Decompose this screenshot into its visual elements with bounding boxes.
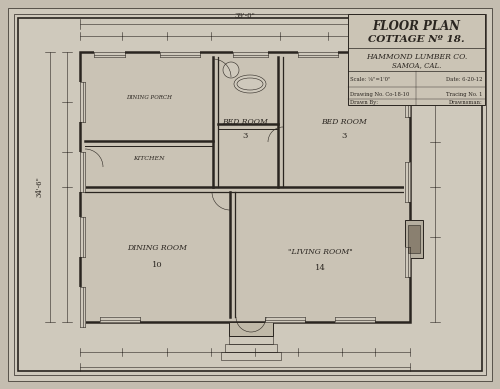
Circle shape — [223, 62, 239, 78]
Text: Tracing No. 1: Tracing No. 1 — [446, 91, 482, 96]
Bar — [350, 51, 385, 58]
Text: BED ROOM: BED ROOM — [222, 118, 268, 126]
Bar — [233, 51, 268, 58]
Text: Drawnsman:: Drawnsman: — [448, 100, 482, 105]
Text: Date: 6-20-12: Date: 6-20-12 — [446, 77, 482, 82]
Text: Drawing No. Co-18-10: Drawing No. Co-18-10 — [350, 91, 410, 96]
Text: Drawn By:: Drawn By: — [350, 100, 378, 105]
Bar — [335, 316, 375, 323]
Bar — [79, 287, 86, 327]
Bar — [404, 247, 411, 277]
Text: 39'-0": 39'-0" — [234, 12, 256, 20]
Text: 10: 10 — [152, 261, 162, 269]
Text: HAMMOND LUMBER CO.: HAMMOND LUMBER CO. — [366, 53, 467, 61]
Text: 3: 3 — [342, 132, 346, 140]
Text: "LIVING ROOM": "LIVING ROOM" — [288, 248, 352, 256]
Bar — [298, 51, 338, 58]
Bar — [94, 51, 125, 58]
Text: SAMOA, CAL.: SAMOA, CAL. — [392, 61, 441, 69]
Bar — [160, 51, 200, 58]
Text: DINING PORCH: DINING PORCH — [126, 95, 172, 100]
Text: COTTAGE Nº 18.: COTTAGE Nº 18. — [368, 35, 464, 44]
Text: 3: 3 — [242, 132, 248, 140]
Text: Scale: ⅛"=1'0": Scale: ⅛"=1'0" — [350, 77, 391, 82]
Text: KITCHEN: KITCHEN — [133, 156, 165, 161]
Bar — [225, 344, 277, 352]
Bar — [79, 152, 86, 192]
Bar — [405, 220, 423, 258]
Ellipse shape — [234, 75, 266, 93]
Bar — [79, 82, 86, 122]
Bar — [265, 316, 305, 323]
Bar — [229, 336, 273, 344]
Bar — [221, 352, 281, 360]
Text: 14: 14 — [314, 264, 326, 272]
Text: DINING ROOM: DINING ROOM — [127, 244, 187, 252]
Text: BED ROOM: BED ROOM — [321, 118, 367, 126]
Bar — [80, 52, 410, 322]
Bar — [348, 14, 485, 105]
Bar — [408, 225, 420, 253]
Bar — [79, 217, 86, 257]
Bar — [404, 77, 411, 117]
Bar — [100, 316, 140, 323]
Bar — [229, 322, 273, 336]
Text: FLOOR PLAN: FLOOR PLAN — [372, 20, 460, 33]
Text: 34'-6": 34'-6" — [36, 177, 44, 198]
Bar — [404, 162, 411, 202]
